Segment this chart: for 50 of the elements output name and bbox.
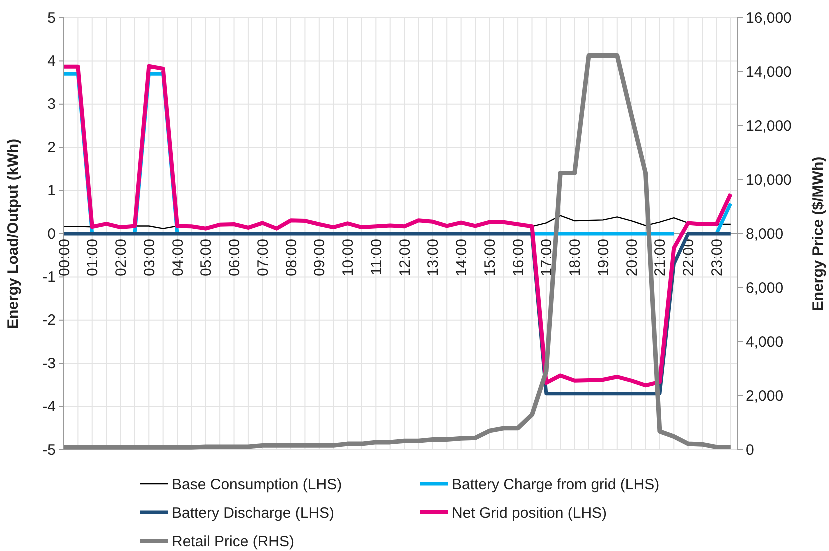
y-tick-label: -1 (42, 269, 56, 286)
y-tick-label: -3 (42, 355, 56, 372)
y2-tick-label: 0 (746, 442, 754, 459)
y2-tick-label: 10,000 (746, 172, 792, 189)
legend-label: Base Consumption (LHS) (172, 476, 342, 494)
x-tick-label: 02:00 (113, 239, 130, 277)
x-tick-label: 07:00 (254, 239, 272, 277)
y2-tick-label: 12,000 (746, 118, 792, 135)
x-tick-label: 12:00 (396, 239, 414, 277)
y-tick-label: -5 (42, 442, 56, 459)
y-tick-label: 5 (48, 10, 56, 27)
legend-label: Battery Discharge (LHS) (172, 504, 335, 522)
y2-tick-label: 4,000 (746, 334, 784, 351)
y-axis-title: Energy Load/Output (kWh) (5, 139, 22, 329)
x-tick-label: 17:00 (538, 239, 556, 277)
y2-axis-title: Energy Price ($/MWh) (810, 156, 827, 312)
x-tick-label: 21:00 (652, 239, 670, 277)
legend-label: Retail Price (RHS) (172, 533, 295, 550)
x-tick-label: 19:00 (595, 239, 612, 277)
y-tick-label: -2 (42, 312, 56, 330)
y-tick-label: 1 (48, 182, 56, 200)
x-tick-label: 10:00 (340, 239, 358, 277)
y-tick-label: -4 (42, 398, 56, 416)
x-tick-label: 09:00 (312, 239, 329, 277)
x-tick-label: 16:00 (510, 239, 528, 277)
y2-tick-label: 16,000 (746, 10, 792, 27)
x-tick-label: 00:00 (56, 239, 74, 277)
x-tick-label: 13:00 (425, 239, 442, 277)
x-tick-label: 01:00 (84, 239, 102, 277)
x-tick-label: 11:00 (368, 239, 386, 276)
x-tick-label: 04:00 (170, 239, 187, 277)
y-tick-label: 3 (48, 96, 56, 114)
x-tick-label: 03:00 (141, 239, 158, 277)
x-tick-label: 06:00 (226, 239, 244, 277)
legend-label: Net Grid position (LHS) (452, 504, 608, 522)
y-tick-label: 4 (48, 53, 56, 70)
x-tick-label: 23:00 (708, 239, 726, 277)
y-tick-label: 0 (48, 226, 56, 243)
x-tick-label: 14:00 (454, 239, 471, 277)
x-tick-label: 08:00 (283, 239, 300, 277)
x-tick-label: 05:00 (198, 239, 216, 277)
y2-tick-label: 8,000 (746, 226, 784, 243)
x-tick-label: 18:00 (567, 239, 584, 277)
y2-tick-label: 14,000 (746, 64, 792, 81)
x-tick-label: 20:00 (624, 239, 641, 277)
x-tick-label: 15:00 (482, 239, 499, 277)
y2-tick-label: 2,000 (746, 388, 784, 405)
y2-tick-label: 6,000 (746, 280, 784, 297)
legend-label: Battery Charge from grid (LHS) (452, 476, 660, 494)
y-tick-label: 2 (48, 139, 56, 156)
